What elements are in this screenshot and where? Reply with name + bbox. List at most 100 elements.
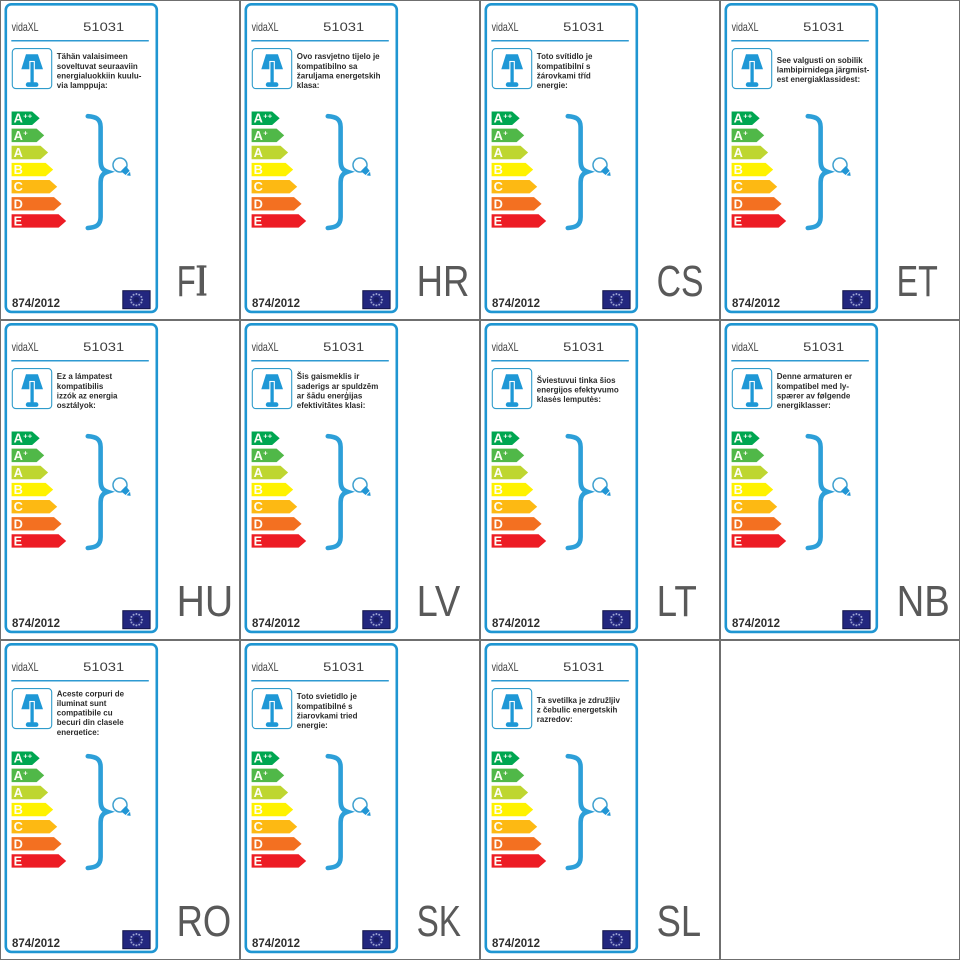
svg-text:C: C <box>14 179 23 194</box>
svg-text:B: B <box>14 802 23 817</box>
svg-text:874/2012: 874/2012 <box>12 938 60 950</box>
svg-text:NB: NB <box>897 577 950 626</box>
svg-text:A: A <box>254 465 263 480</box>
svg-text:A: A <box>14 111 23 126</box>
svg-text:++: ++ <box>23 751 32 760</box>
svg-text:kompatibilno sa: kompatibilno sa <box>297 61 358 71</box>
svg-text:HR: HR <box>417 257 470 306</box>
svg-text:vidaXL: vidaXL <box>12 660 39 674</box>
svg-text:vidaXL: vidaXL <box>12 340 39 354</box>
svg-text:vidaXL: vidaXL <box>732 340 759 354</box>
svg-text:A: A <box>494 145 503 160</box>
svg-text:++: ++ <box>503 431 512 440</box>
svg-text:++: ++ <box>263 111 272 120</box>
svg-text:kompatibilis: kompatibilis <box>57 381 104 391</box>
svg-text:B: B <box>254 802 263 817</box>
svg-text:D: D <box>14 196 23 211</box>
svg-text:C: C <box>734 499 743 514</box>
svg-text:B: B <box>14 482 23 497</box>
svg-text:E: E <box>254 213 263 228</box>
svg-text:Šis gaismeklis ir: Šis gaismeklis ir <box>297 370 360 381</box>
svg-text:C: C <box>494 819 503 834</box>
svg-text:soveltuvat seuraaviin: soveltuvat seuraaviin <box>57 61 138 71</box>
svg-text:iluminat sunt: iluminat sunt <box>57 698 107 708</box>
svg-text:Ta svetilka je združljiv: Ta svetilka je združljiv <box>537 695 620 705</box>
svg-text:F: F <box>177 257 196 306</box>
svg-text:874/2012: 874/2012 <box>12 618 60 630</box>
svg-text:Denne armaturen er: Denne armaturen er <box>777 371 853 381</box>
svg-text:++: ++ <box>743 431 752 440</box>
svg-text:vidaXL: vidaXL <box>732 20 759 34</box>
svg-text:HU: HU <box>177 577 234 626</box>
svg-text:A: A <box>494 128 503 143</box>
svg-text:++: ++ <box>503 751 512 760</box>
svg-text:becuri din clasele: becuri din clasele <box>57 717 124 727</box>
svg-text:51031: 51031 <box>563 340 604 354</box>
svg-text:A: A <box>254 768 263 783</box>
svg-text:compatibile cu: compatibile cu <box>57 708 113 718</box>
svg-text:ET: ET <box>897 257 938 306</box>
svg-text:874/2012: 874/2012 <box>732 618 780 630</box>
svg-text:D: D <box>254 196 263 211</box>
svg-text:874/2012: 874/2012 <box>492 618 540 630</box>
svg-text:ar šādu enerģijas: ar šādu enerģijas <box>297 390 363 400</box>
svg-text:energie:: energie: <box>297 720 328 730</box>
svg-text:++: ++ <box>743 111 752 120</box>
svg-text:B: B <box>734 162 743 177</box>
svg-text:Tähän valaisimeen: Tähän valaisimeen <box>57 51 128 61</box>
svg-text:++: ++ <box>263 431 272 440</box>
svg-text:874/2012: 874/2012 <box>252 298 300 310</box>
svg-text:D: D <box>14 836 23 851</box>
svg-text:E: E <box>734 533 743 548</box>
svg-text:C: C <box>734 179 743 194</box>
svg-text:Šviestuvui tinka šios: Šviestuvui tinka šios <box>537 374 616 385</box>
svg-text:A: A <box>14 768 23 783</box>
svg-text:A: A <box>494 448 503 463</box>
svg-text:spærer av følgende: spærer av følgende <box>777 390 851 400</box>
svg-text:E: E <box>14 533 23 548</box>
svg-text:B: B <box>254 162 263 177</box>
svg-text:+: + <box>23 768 28 777</box>
svg-text:vidaXL: vidaXL <box>492 660 519 674</box>
svg-text:D: D <box>14 516 23 531</box>
svg-text:energijos efektyvumo: energijos efektyvumo <box>537 384 619 394</box>
svg-text:+: + <box>503 768 508 777</box>
svg-text:+: + <box>503 448 508 457</box>
svg-text:kompatibilní s: kompatibilní s <box>537 61 591 71</box>
svg-text:+: + <box>23 448 28 457</box>
svg-text:D: D <box>254 836 263 851</box>
svg-text:Toto svietidlo je: Toto svietidlo je <box>297 691 357 701</box>
svg-text:++: ++ <box>23 431 32 440</box>
svg-text:C: C <box>14 819 23 834</box>
svg-text:51031: 51031 <box>803 340 844 354</box>
svg-text:vidaXL: vidaXL <box>252 20 279 34</box>
svg-text:++: ++ <box>503 111 512 120</box>
svg-text:874/2012: 874/2012 <box>12 298 60 310</box>
svg-text:A: A <box>14 785 23 800</box>
svg-text:A: A <box>254 785 263 800</box>
svg-text:D: D <box>494 516 503 531</box>
svg-text:vidaXL: vidaXL <box>492 20 519 34</box>
svg-text:A: A <box>734 145 743 160</box>
svg-text:A: A <box>734 465 743 480</box>
svg-text:A: A <box>734 431 743 446</box>
svg-text:energetice:: energetice: <box>57 727 100 737</box>
svg-text:51031: 51031 <box>323 340 364 354</box>
svg-text:++: ++ <box>23 111 32 120</box>
svg-text:+: + <box>263 448 268 457</box>
svg-text:A: A <box>254 111 263 126</box>
svg-text:lambipirnidega järgmist-: lambipirnidega järgmist- <box>777 64 870 74</box>
svg-text:Toto svítidlo je: Toto svítidlo je <box>537 51 593 61</box>
svg-text:C: C <box>254 499 263 514</box>
svg-text:E: E <box>494 213 503 228</box>
svg-text:CS: CS <box>657 257 704 306</box>
svg-text:A: A <box>734 128 743 143</box>
svg-text:A: A <box>494 785 503 800</box>
svg-text:A: A <box>494 431 503 446</box>
svg-text:+: + <box>743 448 748 457</box>
svg-text:A: A <box>254 751 263 766</box>
svg-text:A: A <box>734 448 743 463</box>
svg-text:C: C <box>494 179 503 194</box>
svg-text:B: B <box>14 162 23 177</box>
svg-text:izzók az energia: izzók az energia <box>57 390 118 400</box>
